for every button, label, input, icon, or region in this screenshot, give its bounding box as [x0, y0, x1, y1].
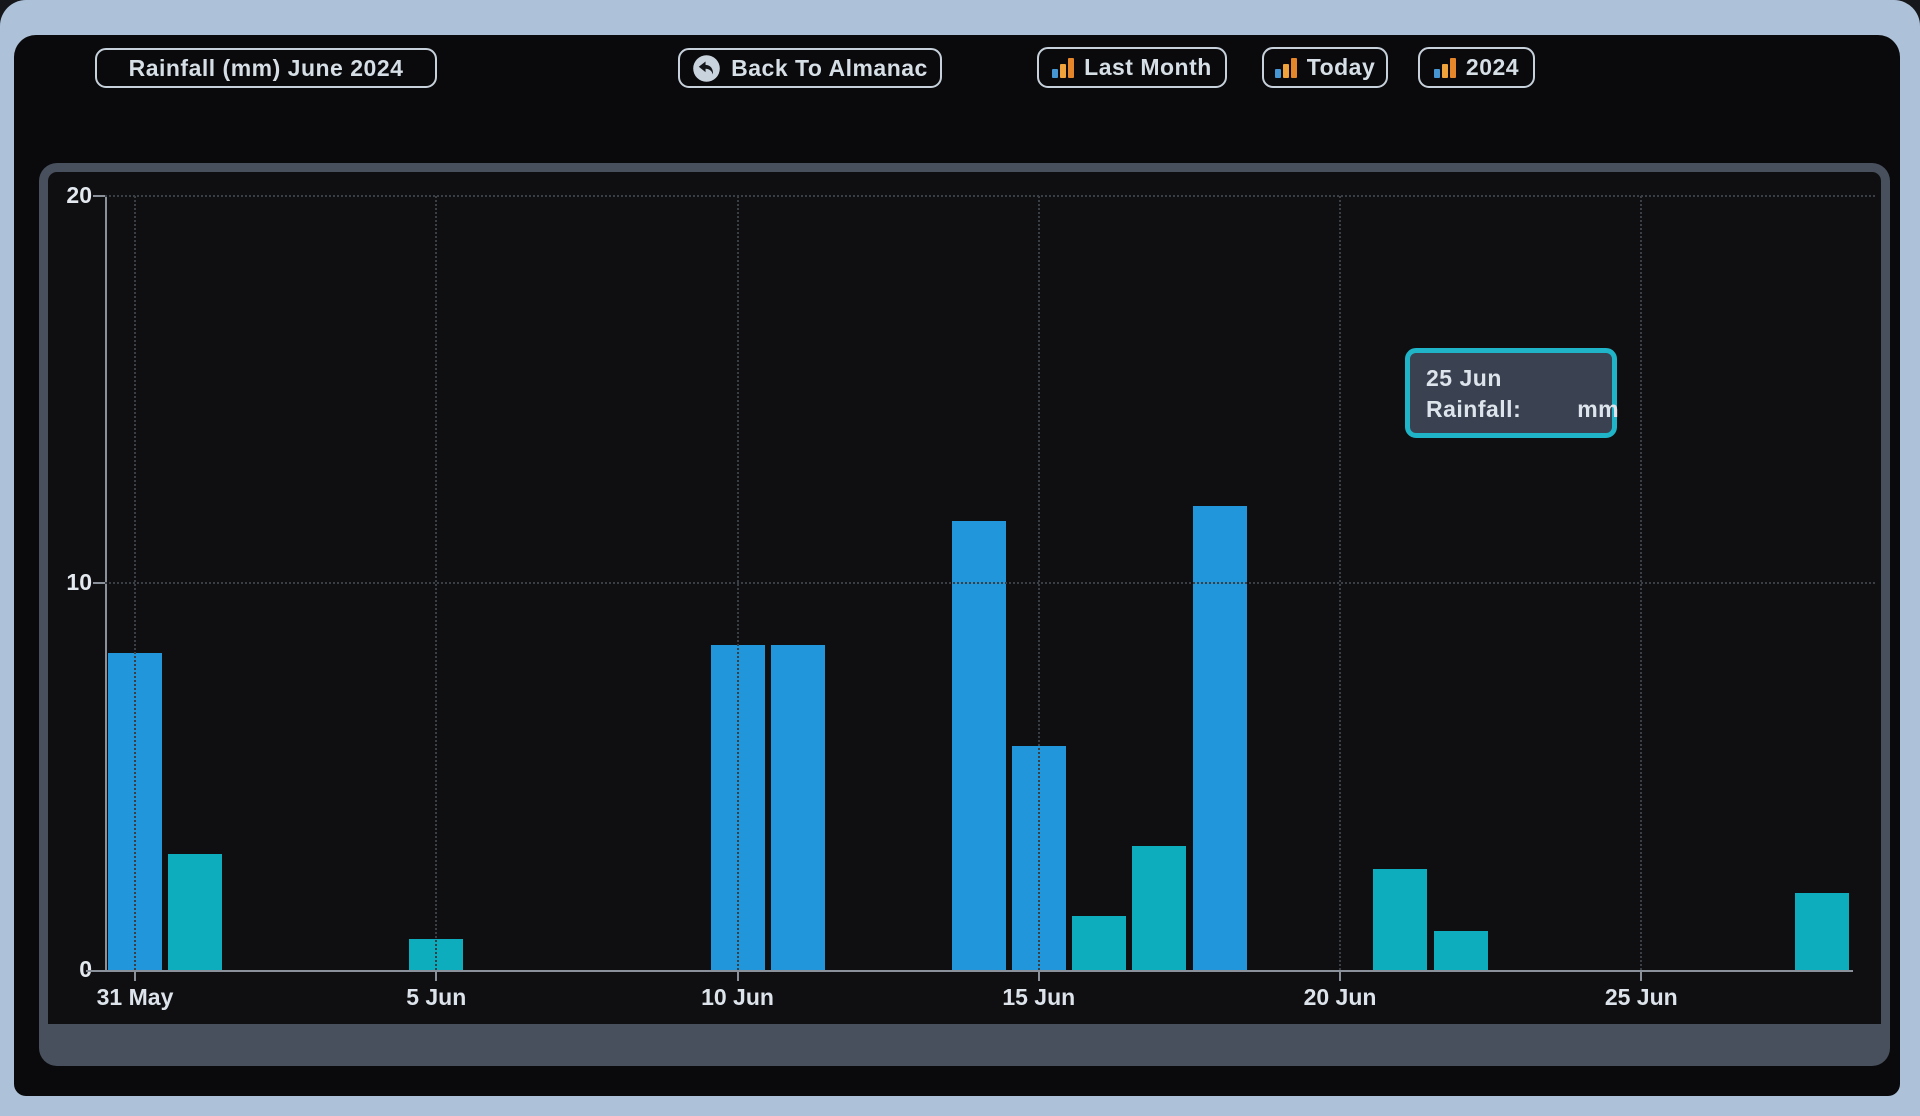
x-tick-label: 10 Jun [701, 984, 774, 1010]
x-axis [86, 970, 1853, 972]
x-tick-label: 15 Jun [1002, 984, 1076, 1010]
page-title-text: Rainfall (mm) June 2024 [128, 54, 404, 81]
bar-chart-icon-bar [1274, 68, 1281, 78]
bar-chart-icon-bar [1433, 68, 1440, 78]
back-to-almanac-button[interactable]: Back To Almanac [678, 48, 942, 88]
y-axis-tick [93, 582, 105, 584]
x-axis-tick [736, 970, 739, 981]
back-arrow-icon [693, 54, 720, 82]
rainfall-bar[interactable] [1433, 931, 1488, 970]
nav-button-today[interactable]: Today [1262, 47, 1388, 88]
bar-chart-icon-bar [1290, 57, 1297, 78]
bar-chart-icon-bar [1052, 68, 1059, 78]
bar-chart-icon-bar [1282, 63, 1289, 78]
x-tick-label: 31 May [96, 984, 174, 1010]
y-axis-tick [93, 195, 105, 197]
nav-button-last-month[interactable]: Last Month [1037, 47, 1227, 88]
bar-chart-icon-bar [1060, 63, 1067, 78]
x-axis-tick [1339, 970, 1341, 981]
nav-button-label: 2024 [1465, 54, 1520, 80]
rainfall-bar[interactable] [168, 854, 223, 970]
bar-chart-icon [1274, 57, 1297, 78]
x-tick-label: 20 Jun [1303, 984, 1377, 1010]
rainfall-bar[interactable] [1072, 916, 1126, 970]
chart-tooltip: 25 Jun Rainfall: mm [1405, 348, 1620, 438]
y-tick-label: 0 [79, 956, 92, 982]
y-tick-label: 10 [66, 569, 92, 595]
nav-button-label: Today [1306, 54, 1376, 80]
gridline-horizontal [105, 582, 1875, 584]
bar-chart-icon [1052, 57, 1075, 78]
x-axis-tick [1037, 970, 1040, 981]
tooltip-label: Rainfall: [1426, 396, 1522, 423]
back-to-almanac-label: Back To Almanac [731, 54, 928, 81]
x-tick-label: 25 Jun [1604, 984, 1678, 1010]
nav-button-2024[interactable]: 2024 [1418, 47, 1535, 88]
nav-button-label: Last Month [1084, 54, 1212, 80]
rainfall-bar[interactable] [1192, 506, 1247, 970]
rainfall-bar[interactable] [951, 521, 1006, 970]
bar-chart-icon-bar [1449, 57, 1456, 78]
chart-panel: 25 Jun 20 Jun 15 Jun 10 Jun 5 Jun 31 May 0 10 20… [39, 163, 1890, 1066]
x-axis-tick [435, 970, 438, 981]
y-tick-label: 20 [66, 182, 92, 208]
tooltip-date: 25 Jun [1426, 365, 1502, 391]
page-title: Rainfall (mm) June 2024 [95, 48, 437, 88]
bar-chart-icon [1433, 57, 1456, 78]
rainfall-bar[interactable] [1373, 869, 1428, 970]
bar-chart-icon-bar [1068, 57, 1075, 78]
rainfall-bar[interactable] [1132, 846, 1187, 970]
x-axis-tick [1640, 970, 1643, 981]
rainfall-bar[interactable] [770, 645, 825, 970]
x-tick-label: 5 Jun [406, 984, 467, 1010]
app-window: Rainfall (mm) June 2024 Back To Almanac … [14, 35, 1900, 1096]
x-axis-tick [134, 970, 136, 981]
plot-area: 25 Jun 20 Jun 15 Jun 10 Jun 5 Jun 31 May 0 10 20… [48, 172, 1881, 1024]
rainfall-bar[interactable] [1795, 893, 1849, 970]
gridline-horizontal [105, 195, 1875, 197]
tooltip-unit: mm [1577, 396, 1620, 423]
bar-chart-icon-bar [1441, 63, 1448, 78]
